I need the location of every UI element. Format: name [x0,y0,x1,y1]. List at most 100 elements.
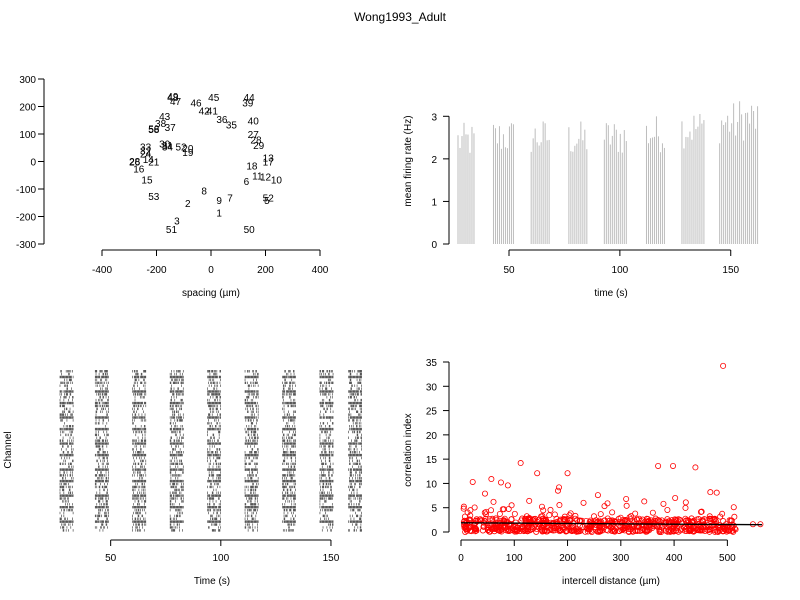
y-tick-label: 0 [431,528,437,539]
electrode-label: 3 [174,217,180,228]
y-axis-label: mean firing rate (Hz) [403,115,414,206]
electrode-label: 37 [165,123,177,134]
electrode-label: 28 [129,157,141,168]
electrode-label: 53 [148,192,160,203]
electrode-label: 30 [159,140,171,151]
electrode-label: 56 [148,125,160,136]
y-tick-label: 25 [426,407,438,418]
electrode-label: 38 [155,119,167,130]
electrode-label: 39 [242,98,254,109]
electrode-label: 24 [140,149,152,160]
y-tick-label: 0 [30,158,36,169]
electrode-label: 20 [182,144,194,155]
y-tick-label: 10 [426,479,438,490]
y-tick-label: 35 [426,358,438,369]
x-tick-label: 100 [612,265,629,276]
electrode-label: 29 [253,141,265,152]
corr-point [556,502,563,509]
corr-point [628,513,635,520]
corr-point [664,506,671,513]
y-tick-label: 3 [431,112,437,123]
electrode-label: 35 [226,120,238,131]
panel-raster: 50 100 150 Time (s) Channel [3,370,362,587]
electrode-label: 8 [201,186,207,197]
y-tick-label: 1 [431,197,437,208]
electrode-label: 7 [227,193,233,204]
electrode-label: 58 [148,125,160,136]
y-tick-label: 30 [426,382,438,393]
panel-correlation: 0 5 10 15 20 25 30 35 correlation index 0 100 200 30… [403,358,764,587]
electrode-label: 31 [162,141,174,152]
x-tick-label: 400 [666,553,683,564]
electrode-label: 32 [140,147,152,158]
y-tick-label: 0 [431,240,437,251]
corr-point [483,508,490,515]
electrode-label: 28 [250,136,262,147]
electrode-label: 52 [263,193,275,204]
y-tick-label: 2 [431,155,437,166]
electrode-label: 5 [264,196,270,207]
y-tick-label: 200 [19,103,36,114]
electrode-label: 47 [170,97,182,108]
electrode-label: 45 [208,93,220,104]
x-tick-label: 100 [212,553,229,564]
electrode-label: 2 [185,199,191,210]
electrode-label: 18 [246,162,258,173]
corr-point [482,511,489,518]
electrode-label: 41 [207,107,219,118]
x-tick-label: 500 [719,553,736,564]
y-tick-label: 100 [19,130,36,141]
electrode-label: 6 [244,177,250,188]
corr-point [547,506,554,513]
y-tick-label: 20 [426,431,438,442]
y-axis-label: Channel [3,431,14,468]
electrode-label: 40 [248,116,260,127]
electrode-label: 13 [263,153,275,164]
electrode-label: 21 [148,158,160,169]
x-tick-label: 0 [458,553,464,564]
y-tick-label: -100 [16,185,36,196]
x-tick-label: 200 [257,265,274,276]
x-tick-label: 300 [612,553,629,564]
electrode-label: 15 [141,175,153,186]
x-tick-label: 150 [323,553,340,564]
x-axis-label: time (s) [594,288,627,299]
electrode-label: 48 [167,93,179,104]
electrode-label: 17 [263,158,275,169]
electrode-label: 33 [140,142,152,153]
electrode-label: 49 [167,92,179,103]
x-tick-label: 50 [503,265,515,276]
x-axis-label: spacing (µm) [182,288,240,299]
x-tick-label: 150 [722,265,739,276]
x-tick-label: 200 [559,553,576,564]
corr-point [591,513,598,520]
electrode-label: 16 [133,164,145,175]
electrode-label: 27 [248,130,260,141]
corr-point [641,527,648,534]
x-tick-label: 400 [312,265,329,276]
x-tick-label: 100 [506,553,523,564]
electrode-label: 51 [166,225,178,236]
panel-firing-rate: 0 1 2 3 mean firing rate (Hz) 50 100 150 time (s… [403,101,759,299]
x-tick-label: -200 [146,265,166,276]
electrode-label: 11 [252,171,263,182]
corr-point [546,512,553,519]
y-tick-label: 300 [19,75,36,86]
electrode-label: 34 [162,142,174,153]
y-tick-label: 15 [426,455,438,466]
x-axis-label: Time (s) [194,576,230,587]
electrode-label: 12 [260,173,272,184]
x-tick-label: 0 [208,265,214,276]
electrode-label: 10 [271,175,283,186]
electrode-label: 43 [159,112,171,123]
electrode-label: 1 [216,208,222,219]
x-tick-label: 50 [105,553,117,564]
electrode-label: 44 [244,93,256,104]
electrode-label: 46 [190,98,202,109]
y-tick-label: -200 [16,213,36,224]
y-tick-label: 5 [431,504,437,515]
figure-title: Wong1993_Adult [354,10,446,24]
electrode-label: 52 [175,142,187,153]
electrode-label: 42 [199,107,211,118]
